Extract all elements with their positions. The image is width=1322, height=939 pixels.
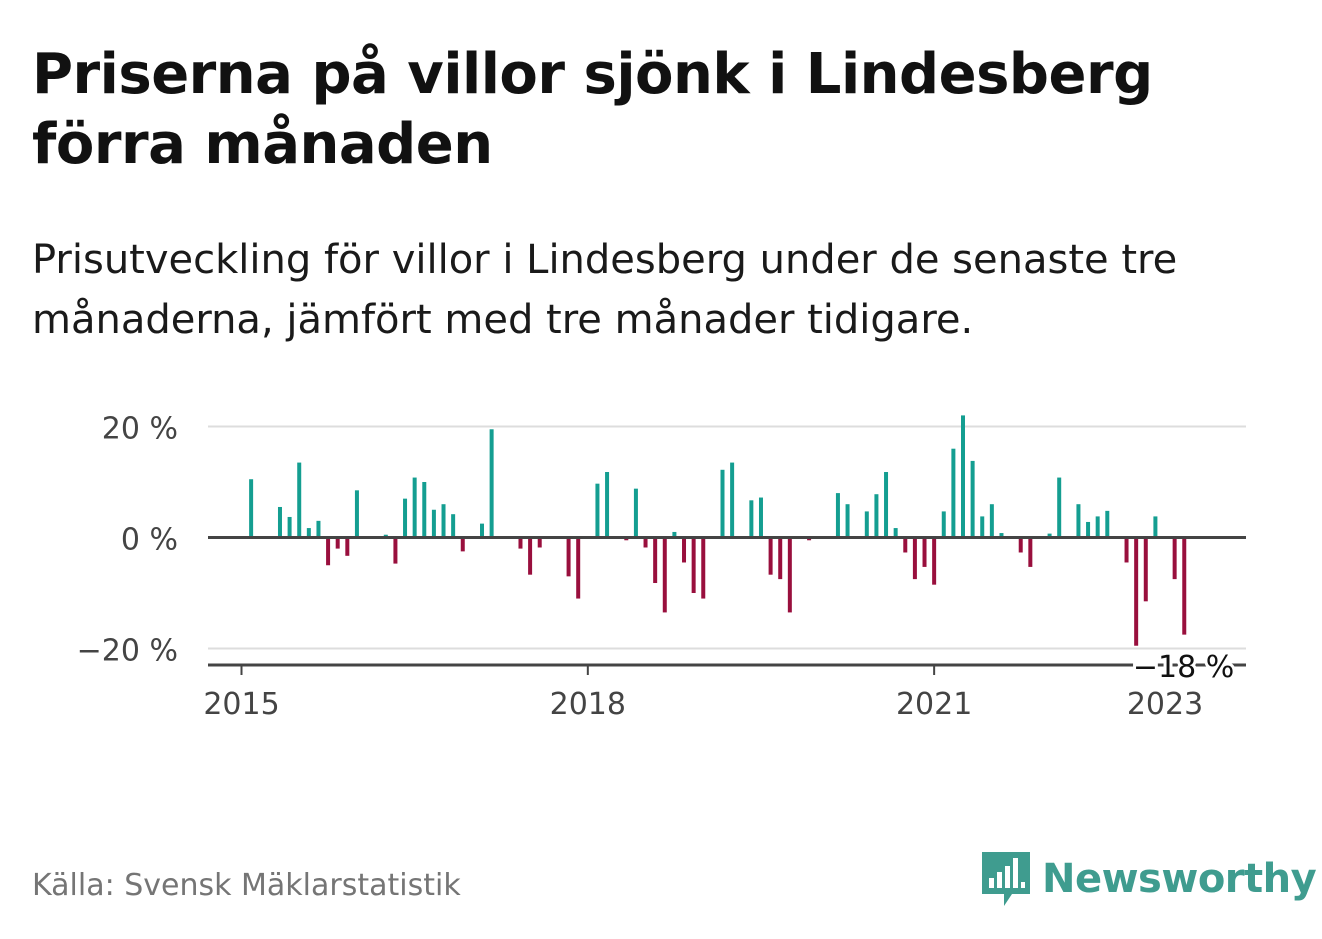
bar bbox=[537, 537, 542, 548]
bar bbox=[884, 472, 889, 538]
y-tick-label: −20 % bbox=[77, 634, 178, 669]
bar bbox=[903, 537, 908, 553]
annotations: −18 % bbox=[1130, 647, 1237, 688]
bar bbox=[451, 514, 456, 538]
bar bbox=[277, 506, 282, 538]
bar bbox=[1086, 521, 1091, 538]
x-tick-label: 2015 bbox=[203, 687, 279, 722]
bar bbox=[999, 533, 1004, 538]
chart-subtitle: Prisutveckling för villor i Lindesberg u… bbox=[32, 237, 1178, 343]
bar bbox=[576, 537, 581, 599]
bar bbox=[864, 511, 869, 538]
bar bbox=[412, 477, 417, 538]
bar bbox=[633, 488, 638, 538]
bar bbox=[922, 537, 927, 567]
bar bbox=[1124, 537, 1129, 563]
bar bbox=[970, 460, 975, 538]
bar bbox=[1057, 477, 1062, 538]
source-note: Källa: Svensk Mäklarstatistik bbox=[32, 868, 461, 903]
bar bbox=[730, 462, 735, 538]
bar bbox=[518, 537, 523, 549]
bar bbox=[422, 482, 427, 538]
bar bbox=[528, 537, 533, 575]
bar bbox=[249, 479, 254, 538]
bar bbox=[1105, 510, 1110, 538]
x-axis-labels: 2015 2018 2021 2023 bbox=[203, 665, 1203, 722]
newsworthy-logo-icon bbox=[982, 852, 1030, 906]
bar bbox=[316, 520, 321, 538]
bar bbox=[980, 516, 985, 538]
bar bbox=[335, 537, 340, 549]
bar bbox=[893, 528, 898, 538]
bar bbox=[1095, 516, 1100, 538]
bar bbox=[354, 490, 359, 538]
y-tick-label: 0 % bbox=[121, 523, 178, 558]
bar bbox=[874, 494, 879, 538]
bar bbox=[1172, 537, 1177, 580]
bar-chart: 20 % 0 % −20 % 2015 2018 2021 2023 −18 % bbox=[77, 412, 1246, 722]
bar bbox=[441, 504, 446, 538]
x-tick-label: 2021 bbox=[896, 687, 972, 722]
bar bbox=[951, 448, 956, 538]
bar bbox=[1143, 537, 1148, 602]
bar bbox=[758, 497, 763, 538]
bar bbox=[662, 537, 667, 613]
bar bbox=[1018, 537, 1023, 553]
bar bbox=[306, 528, 311, 538]
bar bbox=[720, 469, 725, 538]
bar bbox=[835, 493, 840, 538]
bar bbox=[691, 537, 696, 593]
bar bbox=[787, 537, 792, 613]
brand-logo: Newsworthy bbox=[982, 850, 1317, 908]
x-tick-label: 2018 bbox=[550, 687, 626, 722]
bar bbox=[1153, 516, 1158, 538]
y-tick-label: 20 % bbox=[102, 412, 178, 447]
grid-lines bbox=[208, 425, 1246, 650]
bar bbox=[912, 537, 917, 580]
bar bbox=[431, 509, 436, 538]
bar bbox=[1076, 504, 1081, 538]
bar bbox=[403, 498, 408, 538]
bar bbox=[595, 483, 600, 538]
y-axis-labels: 20 % 0 % −20 % bbox=[77, 412, 178, 669]
bar bbox=[326, 537, 331, 566]
bar bbox=[489, 429, 494, 538]
bar bbox=[1047, 533, 1052, 538]
chart-title: Priserna på villor sjönk i Lindesberg fö… bbox=[32, 42, 1153, 177]
bars bbox=[208, 415, 1246, 646]
bar bbox=[653, 537, 658, 584]
bar bbox=[345, 537, 350, 556]
bar bbox=[845, 504, 850, 538]
bar bbox=[1134, 537, 1139, 646]
bar bbox=[778, 537, 783, 580]
bar bbox=[672, 531, 677, 538]
bar bbox=[749, 500, 754, 538]
bar bbox=[460, 537, 465, 552]
bar bbox=[941, 511, 946, 538]
bar bbox=[566, 537, 571, 577]
bar bbox=[605, 472, 610, 538]
bar bbox=[287, 516, 292, 538]
bar bbox=[643, 537, 648, 548]
bar bbox=[932, 537, 937, 585]
bar bbox=[480, 523, 484, 538]
brand-name: Newsworthy bbox=[1042, 856, 1317, 902]
bar bbox=[768, 537, 773, 575]
x-tick-label: 2023 bbox=[1127, 687, 1203, 722]
bar bbox=[701, 537, 706, 599]
bar bbox=[682, 537, 687, 563]
bar bbox=[1028, 537, 1033, 567]
last-value-label: −18 % bbox=[1133, 650, 1234, 685]
bar bbox=[989, 504, 994, 538]
bar bbox=[961, 415, 965, 538]
bar bbox=[1182, 537, 1187, 635]
bar bbox=[297, 462, 302, 538]
bar bbox=[393, 537, 398, 564]
